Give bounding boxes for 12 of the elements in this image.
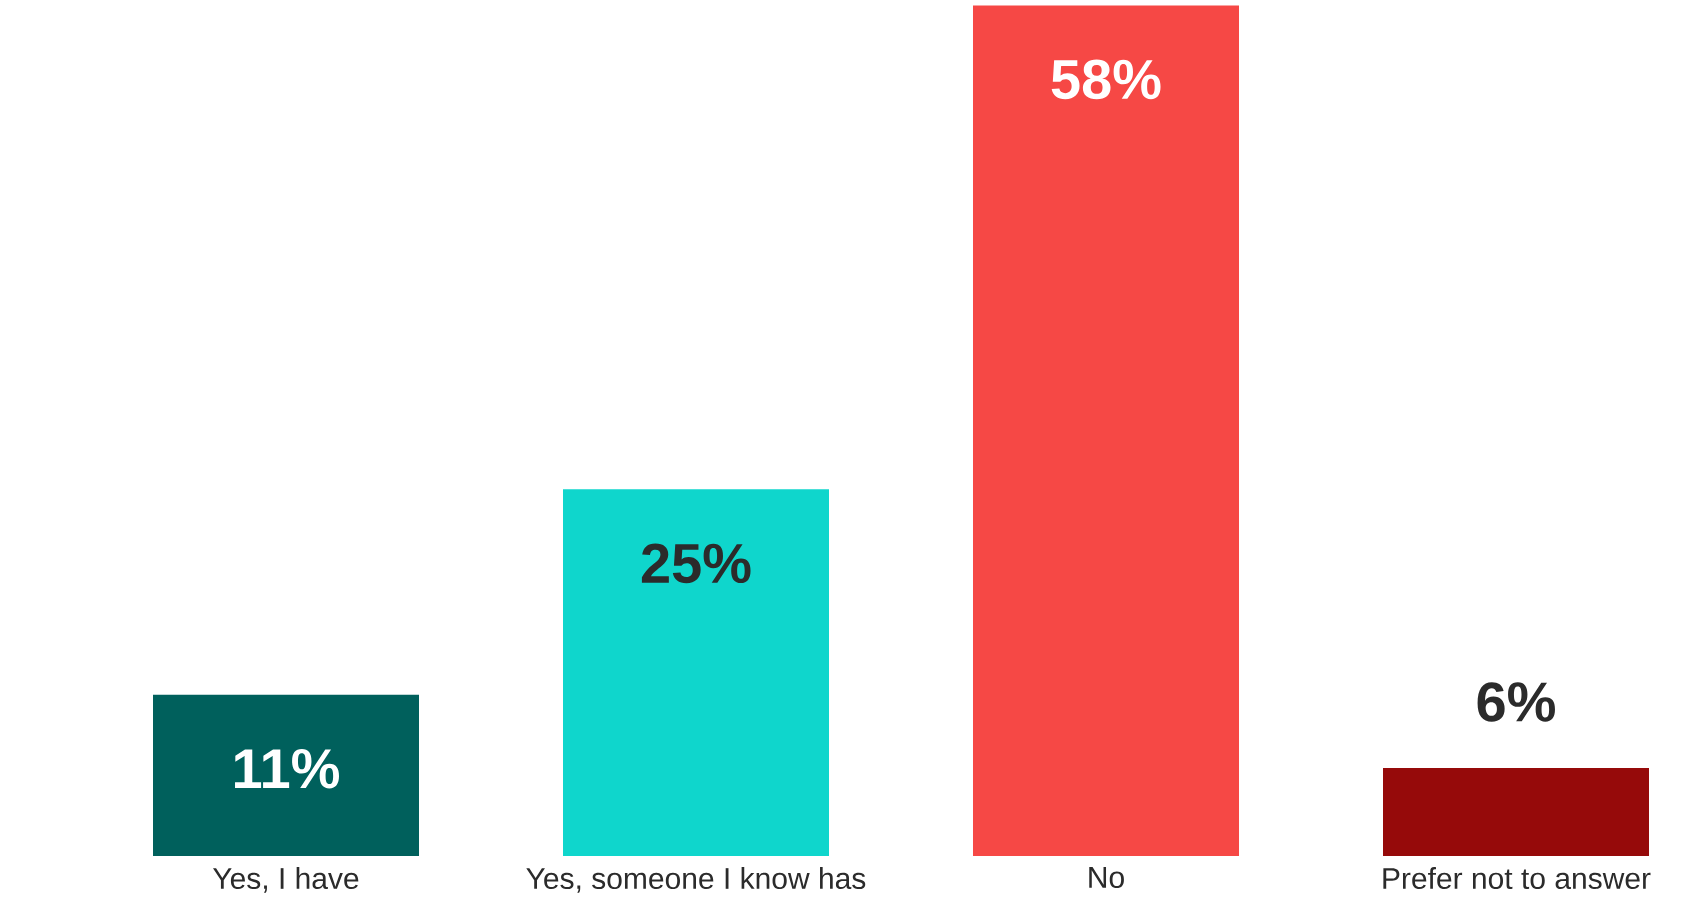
bar [973, 5, 1239, 856]
data-label: 58% [1051, 59, 1161, 100]
data-label: 25% [641, 543, 751, 584]
bar [1383, 768, 1649, 856]
x-tick-label: No [1089, 867, 1124, 888]
x-tick-label: Prefer not to answer [1383, 867, 1651, 890]
x-tick-label: Yes, I have [213, 867, 359, 893]
bar [153, 694, 419, 856]
x-tick-label: Yes, someone I know has [526, 867, 866, 893]
data-label: 11% [235, 748, 339, 789]
data-label: 6% [1477, 682, 1555, 722]
bar [563, 489, 829, 856]
